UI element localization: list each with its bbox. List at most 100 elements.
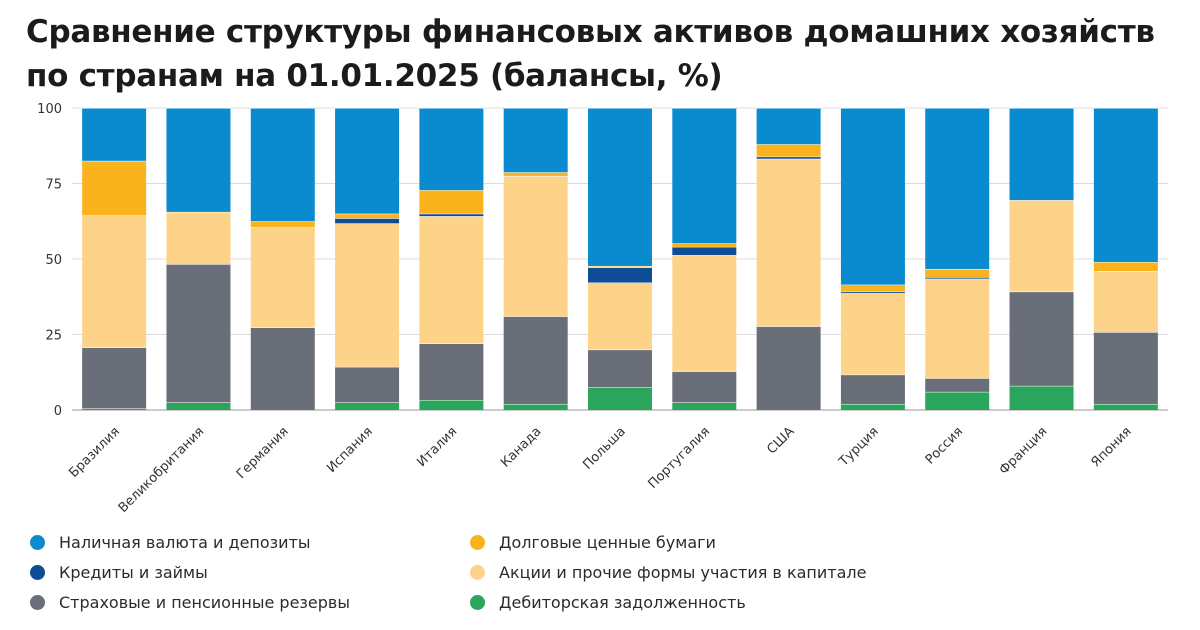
bar-segment: [335, 108, 400, 214]
x-tick-label: Португалия: [646, 424, 714, 492]
bar-segment: [588, 387, 652, 410]
bar-segment: [672, 255, 737, 372]
bar-segment: [588, 108, 652, 266]
bar-segment: [840, 291, 905, 294]
bar-segment: [1093, 108, 1158, 263]
bar-segment: [840, 403, 905, 410]
bar-segment: [840, 293, 905, 375]
bar-segment: [672, 402, 737, 410]
bar-segment: [925, 278, 990, 379]
legend-label: Страховые и пенсионные резервы: [59, 592, 350, 612]
bar-segment: [756, 326, 821, 410]
legend-swatch-icon: [470, 564, 485, 580]
legend-item-equity[interactable]: Акции и прочие формы участия в капитале: [470, 560, 990, 584]
bar-segment: [82, 347, 147, 409]
bar-segment: [840, 374, 905, 404]
bar-segment: [335, 223, 400, 367]
x-tick-label: Германия: [234, 424, 292, 482]
legend-label: Наличная валюта и депозиты: [59, 532, 311, 552]
bar-segment: [166, 212, 231, 265]
bar-segment: [166, 108, 231, 212]
bar-segment: [166, 402, 231, 410]
bar-segment: [503, 316, 568, 404]
bar-segment: [419, 216, 484, 344]
bar-segment: [1009, 108, 1074, 201]
bar-segment: [335, 218, 400, 224]
bar-segment: [419, 400, 484, 410]
bar-segment: [82, 215, 147, 348]
chart-legend: Наличная валюта и депозиты Долговые ценн…: [30, 530, 1030, 614]
legend-swatch-icon: [30, 534, 45, 550]
legend-item-cash-deposits[interactable]: Наличная валюта и депозиты: [30, 530, 470, 554]
bar-segment: [419, 213, 484, 217]
bar-segment: [250, 227, 315, 328]
bar-segment: [335, 402, 400, 410]
bar-segment: [503, 403, 568, 410]
legend-swatch-icon: [470, 594, 485, 610]
bar-segment: [1009, 200, 1074, 292]
bar-segment: [840, 284, 905, 292]
bar-segment: [1009, 291, 1074, 386]
bar-segment: [925, 108, 990, 269]
bar-segment: [756, 156, 821, 159]
bar-segment: [672, 108, 737, 244]
x-tick-label: Польша: [580, 424, 628, 472]
bar-segment: [419, 108, 484, 191]
bar-segment: [756, 158, 821, 327]
bar-segment: [250, 108, 315, 222]
bar-segment: [250, 221, 315, 228]
legend-swatch-icon: [30, 594, 45, 610]
bar-segment: [756, 144, 821, 157]
chart-title: Сравнение структуры финансовых активов д…: [26, 14, 1155, 94]
legend-swatch-icon: [470, 534, 485, 550]
legend-item-loans[interactable]: Кредиты и займы: [30, 560, 470, 584]
bar-segment: [335, 213, 400, 219]
bar-segment: [1093, 332, 1158, 404]
y-tick-label: 50: [45, 253, 62, 268]
bar-segment: [1093, 262, 1158, 272]
x-tick-label: Канада: [498, 424, 544, 470]
x-tick-label: США: [764, 424, 797, 457]
bar-segment: [82, 160, 147, 216]
bar-segment: [335, 366, 400, 403]
legend-item-debt-securities[interactable]: Долговые ценные бумаги: [470, 530, 990, 554]
bar-segment: [82, 408, 147, 410]
bar-segment: [82, 108, 147, 161]
bar-segment: [588, 282, 652, 350]
legend-label: Дебиторская задолженность: [499, 592, 746, 612]
bar-segment: [925, 391, 990, 410]
legend-swatch-icon: [30, 564, 45, 580]
y-tick-label: 0: [54, 404, 62, 419]
bar-segment: [503, 172, 568, 176]
x-tick-label: Бразилия: [66, 424, 123, 481]
bar-segment: [840, 108, 905, 285]
bar-segment: [503, 175, 568, 317]
y-tick-label: 25: [45, 329, 62, 344]
legend-item-receivables[interactable]: Дебиторская задолженность: [470, 590, 990, 614]
bar-segment: [588, 265, 652, 268]
bar-segment: [419, 190, 484, 214]
x-tick-label: Испания: [324, 424, 376, 476]
bar-segment: [166, 264, 231, 403]
y-tick-label: 75: [45, 178, 62, 193]
bar-segment: [925, 277, 990, 279]
y-tick-label: 100: [37, 102, 62, 117]
bar-segment: [419, 343, 484, 401]
legend-label: Кредиты и займы: [59, 562, 208, 582]
legend-item-insurance-pension[interactable]: Страховые и пенсионные резервы: [30, 590, 470, 614]
bar-segment: [1009, 385, 1074, 410]
bar-segment: [672, 371, 737, 403]
bar-segment: [672, 243, 737, 247]
bar-segment: [925, 268, 990, 278]
bar-segment: [1093, 403, 1158, 410]
x-tick-label: Италия: [414, 424, 460, 470]
bar-segment: [250, 327, 315, 410]
bar-segment: [672, 246, 737, 256]
bar-segment: [588, 349, 652, 388]
bar-segment: [588, 267, 652, 283]
x-tick-label: Япония: [1089, 424, 1135, 470]
legend-label: Долговые ценные бумаги: [499, 532, 716, 552]
x-tick-label: Россия: [923, 424, 966, 467]
bar-segment: [1093, 271, 1158, 333]
